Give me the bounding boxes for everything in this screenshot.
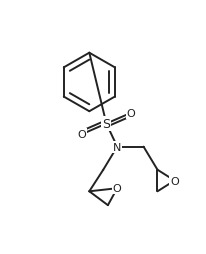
Text: O: O xyxy=(113,183,122,194)
Text: O: O xyxy=(127,108,136,118)
Text: S: S xyxy=(102,118,110,131)
Text: N: N xyxy=(113,142,121,152)
Text: O: O xyxy=(170,176,179,186)
Text: O: O xyxy=(77,130,86,140)
